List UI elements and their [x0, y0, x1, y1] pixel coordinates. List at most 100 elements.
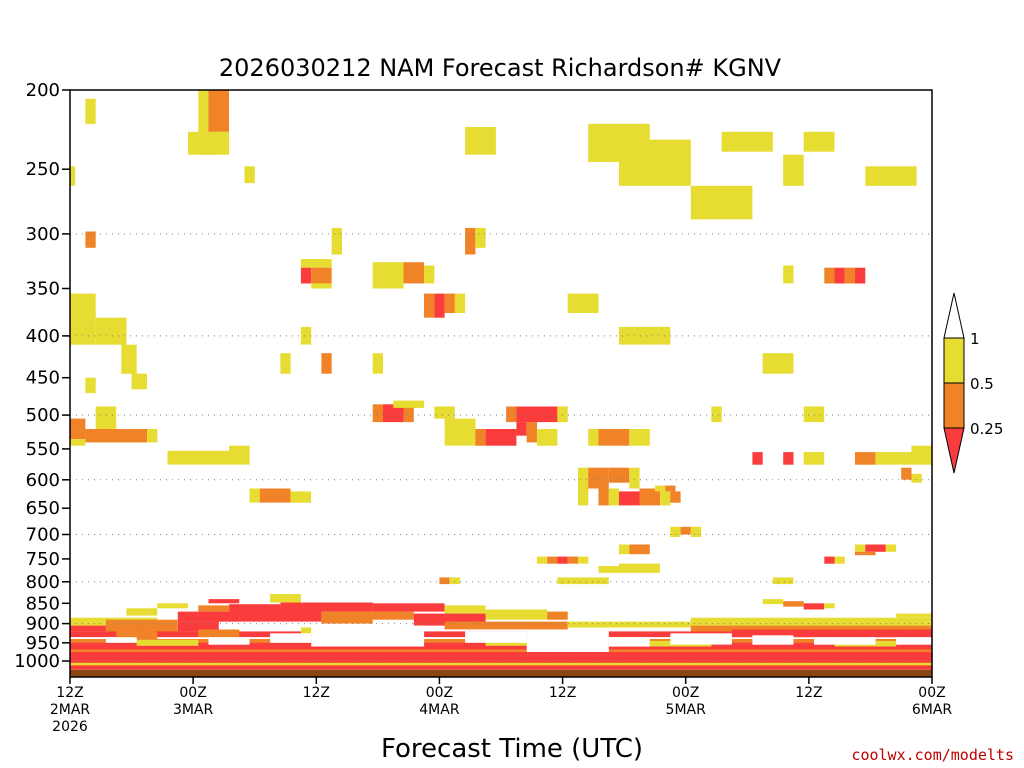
ri-cell-yellow — [126, 608, 158, 616]
y-tick-label: 600 — [26, 470, 60, 491]
ri-cell-red — [70, 625, 106, 632]
ri-cell-orange — [444, 293, 455, 313]
ri-cell-yellow — [619, 544, 630, 555]
ri-cell-yellow — [290, 491, 312, 503]
ri-cell-red — [516, 406, 558, 423]
y-tick-label: 800 — [26, 572, 60, 593]
ri-cell-yellow — [670, 526, 681, 537]
ri-cell-orange — [372, 404, 383, 423]
chart-title: 2026030212 NAM Forecast Richardson# KGNV — [219, 54, 782, 82]
ri-cell-yellow — [690, 617, 932, 626]
ri-cell-yellow — [270, 594, 301, 603]
ri-cell-yellow — [783, 154, 804, 186]
ri-cell-orange — [116, 631, 158, 639]
ri-cell-orange — [526, 422, 537, 443]
ri-cell-orange — [208, 90, 229, 132]
ri-cell-orange — [85, 231, 96, 248]
ri-cell-yellow — [167, 450, 250, 465]
ri-gap — [752, 635, 794, 645]
ri-cell-yellow — [598, 566, 619, 573]
ri-cell-yellow — [783, 265, 794, 284]
ri-cell-orange — [567, 556, 578, 564]
ri-cell-yellow — [95, 406, 117, 429]
ri-cell-orange — [547, 611, 568, 620]
ri-cell-orange — [475, 429, 486, 446]
ri-cell-yellow — [911, 473, 922, 483]
ri-cell-yellow — [654, 485, 666, 492]
ri-cell-yellow — [690, 185, 753, 220]
ri-cell-orange — [598, 429, 630, 446]
ri-cell-yellow — [136, 639, 199, 646]
ri-cell-red — [865, 544, 886, 552]
ri-cell-red — [208, 599, 240, 604]
ri-cell-yellow — [372, 353, 383, 374]
plot-frame — [69, 89, 933, 678]
x-tick-label: 00Z — [918, 685, 945, 701]
ri-cell-yellow — [331, 227, 342, 255]
ri-cell-yellow — [619, 139, 691, 186]
y-tick-label: 850 — [26, 593, 60, 614]
ri-cell-yellow — [629, 429, 650, 446]
ri-cell-yellow — [911, 445, 932, 456]
x-tick-label: 00Z — [426, 685, 453, 701]
ri-cell-yellow — [70, 293, 96, 345]
ri-cell-orange — [665, 485, 676, 492]
ri-cell-yellow — [629, 467, 640, 489]
ri-cell-red — [239, 609, 322, 622]
ri-cell-yellow — [85, 98, 96, 124]
ri-cell-red — [280, 602, 373, 612]
ri-cell-orange — [855, 551, 876, 556]
ri-cell-orange — [444, 621, 568, 630]
x-tick-label: 6MAR — [912, 702, 953, 718]
ri-cell-orange — [844, 267, 856, 284]
ri-cell-yellow — [372, 262, 404, 289]
ri-cell-yellow — [762, 353, 794, 374]
legend-swatch-yellow — [943, 337, 965, 384]
ri-cell-orange — [424, 293, 435, 318]
ri-cell-orange — [680, 526, 691, 535]
ri-cell-yellow — [588, 429, 599, 446]
ri-cell-yellow — [465, 127, 496, 155]
ri-cell-orange — [901, 467, 912, 480]
ri-cell-yellow — [834, 556, 845, 564]
ri-cell-yellow — [896, 613, 932, 618]
ri-cell-yellow — [619, 563, 660, 573]
ri-cell-yellow — [803, 131, 835, 152]
gridlines — [70, 233, 932, 662]
ri-cell-yellow — [434, 406, 455, 419]
ri-cell-red — [803, 603, 825, 610]
ri-cell-yellow — [444, 418, 476, 446]
ri-cell-yellow — [660, 491, 671, 506]
ri-cell-yellow — [578, 556, 589, 564]
ri-cell-red — [834, 267, 845, 284]
ri-cell-yellow — [536, 429, 558, 446]
ri-cell-yellow — [762, 599, 784, 605]
ri-cell-yellow — [485, 609, 548, 620]
ri-cell-yellow — [244, 166, 255, 184]
ri-cell-yellow — [70, 166, 76, 186]
x-tick-label: 2MAR — [50, 702, 91, 718]
ri-cell-red — [516, 422, 527, 436]
y-tick-label: 950 — [26, 633, 60, 654]
ri-cell-orange — [311, 267, 332, 284]
ri-gap — [105, 637, 137, 643]
x-tick-label: 12Z — [795, 685, 822, 701]
x-tick-label: 12Z — [303, 685, 330, 701]
ri-cell-yellow — [311, 283, 332, 289]
legend-label: 0.25 — [970, 420, 1003, 438]
credit-link[interactable]: coolwx.com/modelts — [851, 746, 1014, 764]
ri-cell-orange — [608, 467, 630, 483]
ri-cell-yellow — [444, 605, 486, 614]
y-tick-label: 250 — [26, 159, 60, 180]
legend-arrow-top — [943, 292, 965, 339]
ri-cell-yellow — [280, 353, 291, 374]
ri-cell-orange — [629, 544, 650, 555]
ri-cell-orange — [259, 488, 291, 503]
ri-cell-yellow — [121, 344, 137, 374]
ri-cell-orange — [439, 577, 450, 585]
legend-swatch-orange — [943, 382, 965, 429]
ri-gap — [465, 631, 527, 643]
ri-gap — [814, 637, 876, 645]
ri-cell-yellow — [70, 662, 932, 666]
color-legend: 1 0.5 0.25 — [943, 292, 1003, 474]
